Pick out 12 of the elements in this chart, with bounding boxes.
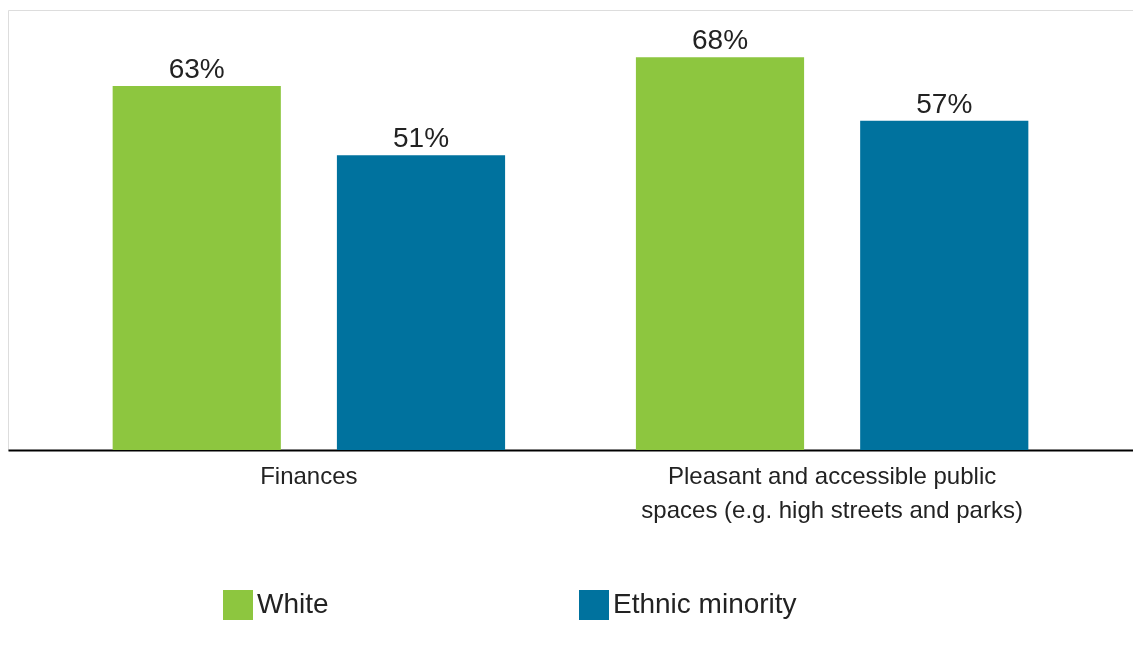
x-tick-label: Finances [260,461,358,489]
bar [635,57,805,450]
data-label: 68% [691,24,749,56]
bar [112,86,281,450]
data-label: 57% [916,87,973,119]
data-label: 51% [392,122,450,154]
x-tick-label: Pleasant and accessible public spaces (e.g. high streets and parks) [641,461,1023,523]
legend-label: Ethnic minority [613,588,797,619]
bar [860,120,1029,450]
bar [336,155,506,450]
legend-label: White [257,588,329,619]
data-label: 63% [168,53,225,85]
